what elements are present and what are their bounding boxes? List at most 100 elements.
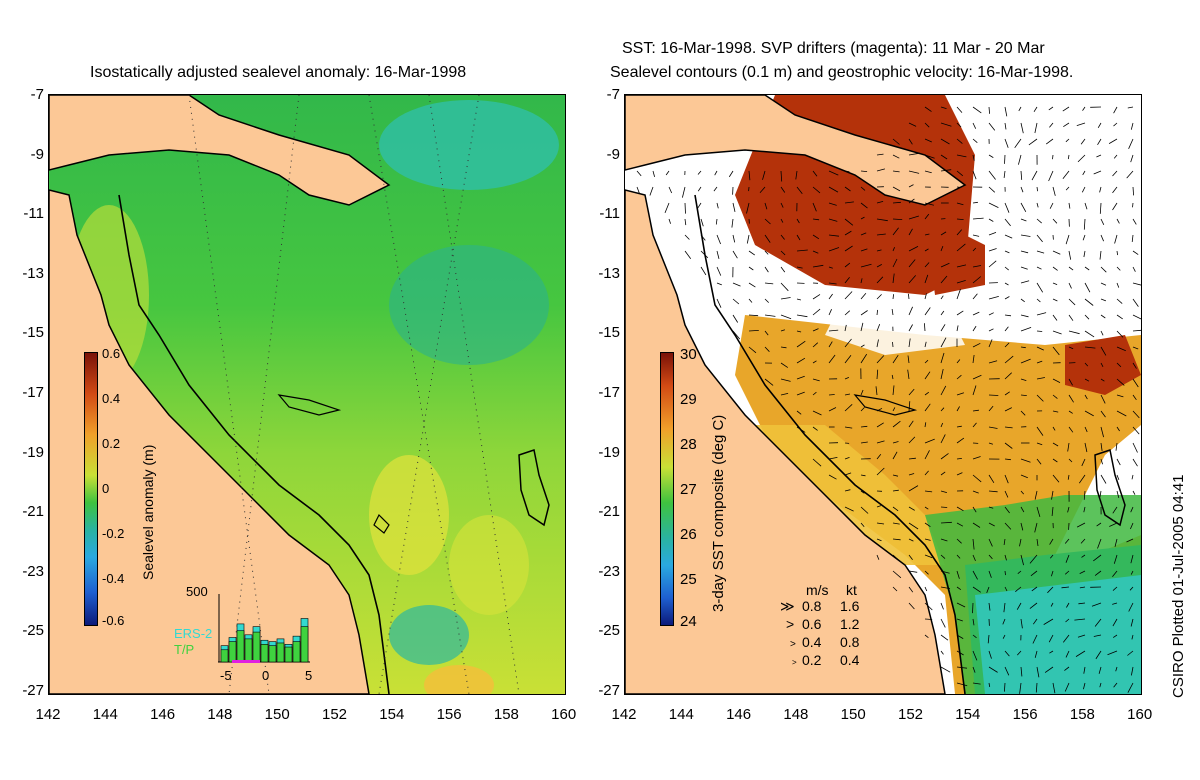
velocity-arrow xyxy=(1032,634,1038,644)
colorbar-tick: 0 xyxy=(102,481,110,496)
velocity-arrow xyxy=(1130,154,1134,163)
velocity-arrow xyxy=(892,201,901,204)
velocity-arrow xyxy=(1052,186,1056,196)
velocity-arrow xyxy=(1076,522,1086,528)
velocity-arrow xyxy=(700,250,709,259)
velocity-arrow xyxy=(716,266,722,276)
histogram-bar-tp xyxy=(284,646,293,663)
velocity-arrow xyxy=(972,201,978,204)
y-tick-label: -27 xyxy=(598,682,620,699)
low-anomaly-patch xyxy=(389,605,469,665)
velocity-arrow xyxy=(1130,554,1134,564)
velocity-arrow xyxy=(1020,506,1025,513)
velocity-arrow xyxy=(1036,202,1039,208)
y-tick-label: -19 xyxy=(598,443,620,461)
velocity-arrow xyxy=(812,391,817,396)
velocity-arrow xyxy=(972,385,977,396)
velocity-arrow xyxy=(1036,666,1040,678)
velocity-arrow xyxy=(1114,538,1118,547)
y-tick-label: -25 xyxy=(598,622,620,640)
velocity-arrow xyxy=(924,570,929,575)
velocity-arrow xyxy=(876,339,879,348)
velocity-arrow xyxy=(1068,202,1071,209)
y-tick-label: -19 xyxy=(22,443,44,461)
velocity-arrow xyxy=(1004,458,1011,461)
velocity-arrow xyxy=(972,506,977,513)
velocity-arrow xyxy=(1129,586,1134,591)
velocity-arrow xyxy=(876,554,880,560)
velocity-arrow xyxy=(908,306,913,316)
velocity-arrow xyxy=(972,122,977,129)
velocity-arrow xyxy=(748,250,756,256)
velocity-arrow xyxy=(1116,218,1120,224)
velocity-legend-header-kt: kt xyxy=(846,582,857,598)
velocity-arrow xyxy=(1004,650,1010,657)
legend-speed-ms: 0.6 xyxy=(802,616,822,632)
velocity-arrow xyxy=(892,489,899,492)
velocity-arrow xyxy=(1020,298,1025,303)
velocity-arrow xyxy=(828,407,837,412)
legend-speed-kt: 0.8 xyxy=(840,634,860,650)
velocity-arrow xyxy=(1034,522,1038,533)
velocity-arrow xyxy=(972,618,975,626)
velocity-arrow xyxy=(1084,442,1088,453)
colorbar-tick: 0.6 xyxy=(102,346,121,361)
velocity-arrow xyxy=(956,310,964,316)
velocity-arrow xyxy=(892,186,901,192)
velocity-arrow xyxy=(956,458,962,460)
velocity-arrow xyxy=(972,276,982,284)
velocity-arrow xyxy=(1036,506,1041,518)
velocity-arrow xyxy=(924,602,933,611)
velocity-arrow xyxy=(1115,442,1118,451)
low-anomaly-patch xyxy=(379,100,559,190)
velocity-arrow xyxy=(876,369,879,380)
velocity-arrow xyxy=(972,634,977,639)
velocity-arrow xyxy=(812,342,819,348)
velocity-arrow xyxy=(812,264,824,268)
velocity-arrow xyxy=(796,375,805,380)
velocity-arrow xyxy=(908,473,915,476)
y-tick-label: -13 xyxy=(598,264,620,282)
velocity-arrow xyxy=(748,330,759,332)
x-tick-label: 150 xyxy=(840,706,866,723)
velocity-arrow xyxy=(1130,618,1134,627)
low-anomaly-patch xyxy=(389,245,549,365)
velocity-arrow xyxy=(1019,538,1022,547)
velocity-arrow xyxy=(908,293,910,300)
velocity-arrow xyxy=(795,170,798,180)
velocity-arrow xyxy=(764,234,771,243)
velocity-arrow xyxy=(682,186,686,198)
y-tick-label: -9 xyxy=(606,145,620,163)
velocity-arrow xyxy=(1096,154,1102,158)
velocity-arrow xyxy=(812,202,817,212)
velocity-legend-row: >0.6 1.2 xyxy=(786,616,860,632)
velocity-arrow xyxy=(972,247,977,252)
velocity-arrow xyxy=(1004,372,1012,380)
velocity-arrow xyxy=(908,246,919,252)
velocity-arrow xyxy=(1131,474,1134,480)
velocity-arrow xyxy=(956,392,965,396)
velocity-arrow xyxy=(940,554,946,559)
velocity-arrow xyxy=(908,554,913,560)
velocity-arrow xyxy=(1052,250,1061,255)
velocity-arrow xyxy=(1126,538,1134,543)
velocity-arrow xyxy=(876,440,885,444)
colorbar-tick: 24 xyxy=(680,613,697,630)
velocity-arrow xyxy=(636,186,640,194)
velocity-arrow xyxy=(812,410,822,416)
velocity-arrow xyxy=(988,296,999,300)
velocity-arrow xyxy=(1020,266,1028,270)
velocity-arrow xyxy=(1084,282,1091,293)
velocity-arrow xyxy=(828,202,837,206)
velocity-arrow xyxy=(780,393,789,396)
y-tick-label: -27 xyxy=(22,682,44,699)
velocity-arrow xyxy=(1014,138,1022,149)
x-tick-label: 142 xyxy=(35,706,61,723)
velocity-arrow xyxy=(796,340,806,348)
velocity-arrow xyxy=(748,170,751,181)
velocity-arrow xyxy=(1036,330,1043,332)
velocity-arrow xyxy=(908,457,916,460)
velocity-arrow xyxy=(828,309,832,316)
velocity-arrow xyxy=(972,474,982,483)
velocity-arrow xyxy=(876,218,888,222)
